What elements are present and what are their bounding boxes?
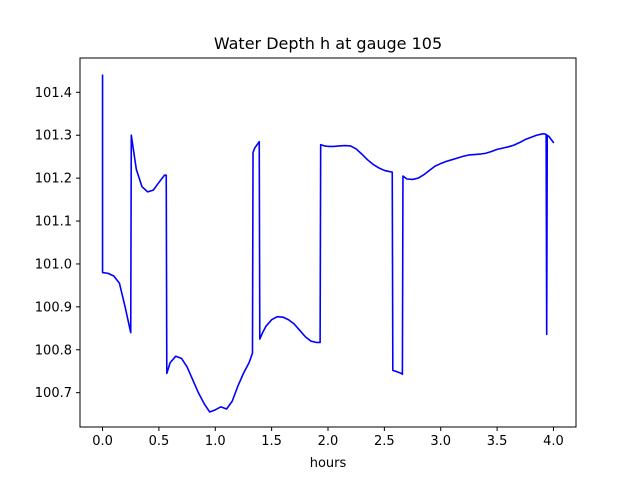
y-tick-label: 101.3 (35, 129, 72, 144)
x-tick-label: 3.0 (430, 434, 451, 449)
y-tick-label: 101.2 (35, 172, 72, 187)
plot-area: 0.0 0.5 1.0 1.5 2.0 2.5 3.0 3.5 4.0 100.7 100.8 100… (35, 57, 577, 449)
y-tick-label: 100.9 (35, 300, 72, 315)
x-tick-label: 1.5 (261, 434, 282, 449)
y-tick-label: 101.1 (35, 215, 72, 230)
y-tick-label: 100.8 (35, 343, 72, 358)
x-tick-label: 4.0 (543, 434, 564, 449)
chart-title: Water Depth h at gauge 105 (214, 34, 442, 53)
x-tick-label: 2.5 (374, 434, 395, 449)
x-tick-label: 3.5 (487, 434, 508, 449)
series-line-0 (101, 74, 555, 413)
x-tick-label: 1.0 (205, 434, 226, 449)
y-tick-label: 100.7 (35, 386, 72, 401)
x-tick-label: 0.5 (149, 434, 170, 449)
x-tick-label: 2.0 (318, 434, 339, 449)
x-tick-label: 0.0 (92, 434, 113, 449)
y-tick-label: 101.0 (35, 257, 72, 272)
y-tick-label: 101.4 (35, 86, 72, 101)
x-axis-label: hours (310, 456, 347, 471)
